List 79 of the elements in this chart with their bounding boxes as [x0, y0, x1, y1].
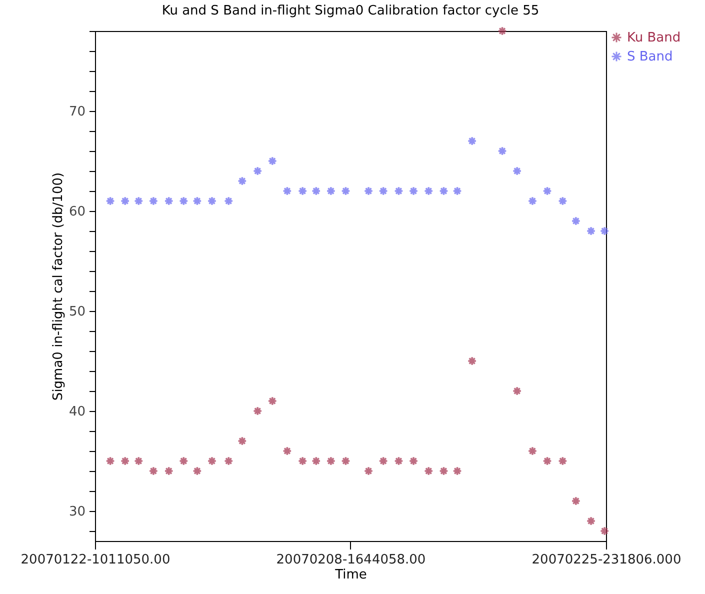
point [340, 456, 350, 466]
point [586, 516, 596, 526]
point [164, 466, 174, 476]
point [237, 176, 247, 186]
point [571, 216, 581, 226]
point [586, 226, 596, 236]
point [571, 496, 581, 506]
point [178, 196, 188, 206]
point [542, 456, 552, 466]
point [311, 186, 321, 196]
point [268, 156, 278, 166]
point [120, 456, 130, 466]
y-tick-label: 70 [68, 104, 86, 120]
point [528, 446, 538, 456]
point [408, 456, 418, 466]
point [408, 186, 418, 196]
point [148, 466, 158, 476]
point [192, 196, 202, 206]
point [192, 466, 202, 476]
point [134, 456, 144, 466]
point [378, 186, 388, 196]
legend-label: Ku Band [627, 30, 681, 46]
point [282, 186, 292, 196]
point [252, 406, 262, 416]
x-axis-title: Time [334, 568, 367, 582]
point [134, 196, 144, 206]
point [298, 186, 308, 196]
x-tick-label: 20070225-231806.000 [532, 552, 682, 568]
point [542, 186, 552, 196]
point [178, 456, 188, 466]
point [282, 446, 292, 456]
point [452, 186, 462, 196]
chart-title: Ku and S Band in-flight Sigma0 Calibration factor cycle 55 [162, 4, 540, 19]
point [378, 456, 388, 466]
point [467, 136, 477, 146]
point [438, 466, 448, 476]
point [424, 186, 434, 196]
point [438, 186, 448, 196]
x-tick-label: 20070122-1011050.00 [20, 552, 170, 568]
y-axis-title: Sigma0 in-flight cal factor (db/100) [50, 172, 66, 401]
point [528, 196, 538, 206]
point [424, 466, 434, 476]
point [364, 466, 374, 476]
point [364, 186, 374, 196]
point [224, 196, 234, 206]
point [207, 196, 217, 206]
point [106, 456, 116, 466]
point [106, 196, 116, 206]
point [237, 436, 247, 446]
point [268, 396, 278, 406]
point [512, 386, 522, 396]
point [600, 226, 610, 236]
point [207, 456, 217, 466]
point [120, 196, 130, 206]
point [298, 456, 308, 466]
y-tick-label: 40 [68, 404, 86, 420]
point [558, 456, 568, 466]
point [252, 166, 262, 176]
point [512, 166, 522, 176]
point [498, 26, 508, 36]
point [600, 526, 610, 536]
y-tick-label: 30 [68, 504, 86, 520]
point [224, 456, 234, 466]
y-tick-label: 50 [68, 304, 86, 320]
point [326, 186, 336, 196]
y-tick-label: 60 [68, 204, 86, 220]
point [452, 466, 462, 476]
point [326, 456, 336, 466]
x-tick-label: 20070208-1644058.00 [276, 552, 426, 568]
point [340, 186, 350, 196]
point [558, 196, 568, 206]
point [311, 456, 321, 466]
point [394, 186, 404, 196]
point [498, 146, 508, 156]
legend-label: S Band [627, 50, 673, 64]
point [467, 356, 477, 366]
point [394, 456, 404, 466]
point [164, 196, 174, 206]
point [148, 196, 158, 206]
